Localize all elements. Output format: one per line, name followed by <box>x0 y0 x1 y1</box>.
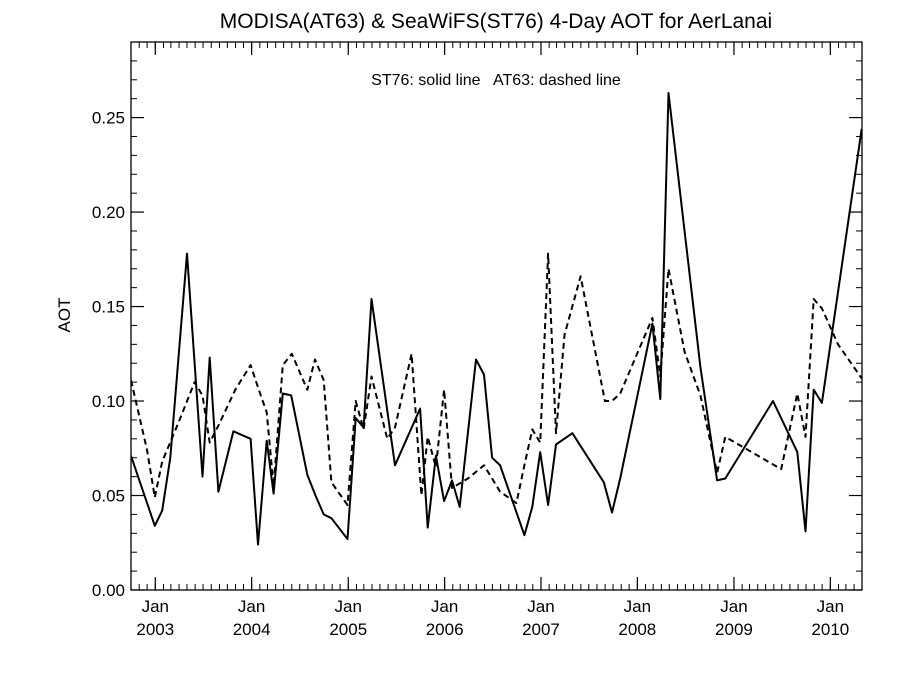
x-tick-label-year: 2005 <box>329 620 367 639</box>
x-tick-label-year: 2007 <box>522 620 560 639</box>
x-tick-label-month: Jan <box>142 597 169 616</box>
x-tick-label-year: 2003 <box>136 620 174 639</box>
x-tick-label-month: Jan <box>817 597 844 616</box>
y-tick-label: 0.05 <box>92 487 125 506</box>
x-tick-label-month: Jan <box>238 597 265 616</box>
x-tick-label-month: Jan <box>624 597 651 616</box>
series-line-at63 <box>131 252 862 506</box>
y-tick-label: 0.00 <box>92 581 125 600</box>
y-axis-label: AOT <box>55 298 74 333</box>
chart-annotation: ST76: solid line AT63: dashed line <box>371 72 621 89</box>
y-tick-label: 0.15 <box>92 298 125 317</box>
y-tick-label: 0.25 <box>92 109 125 128</box>
x-axis: Jan 2003 Jan 2004 Jan 2005 Jan 2006 Jan 2007 Jan 20… <box>136 42 855 639</box>
y-tick-label: 0.10 <box>92 392 125 411</box>
y-axis: 0.00 0.05 0.10 0.15 0.20 0.25 <box>92 60 862 600</box>
x-tick-label-month: Jan <box>431 597 458 616</box>
x-tick-label-month: Jan <box>527 597 554 616</box>
series-layer <box>131 92 862 546</box>
x-tick-label-month: Jan <box>335 597 362 616</box>
x-tick-label-year: 2009 <box>715 620 753 639</box>
plot-frame <box>130 41 863 591</box>
x-tick-label-year: 2010 <box>811 620 849 639</box>
series-line-st76 <box>131 92 862 546</box>
x-tick-label-year: 2006 <box>426 620 464 639</box>
x-tick-label-month: Jan <box>720 597 747 616</box>
x-tick-label-year: 2004 <box>233 620 271 639</box>
chart-title: MODISA(AT63) & SeaWiFS(ST76) 4-Day AOT f… <box>220 10 772 33</box>
x-tick-label-year: 2008 <box>618 620 656 639</box>
y-tick-label: 0.20 <box>92 203 125 222</box>
